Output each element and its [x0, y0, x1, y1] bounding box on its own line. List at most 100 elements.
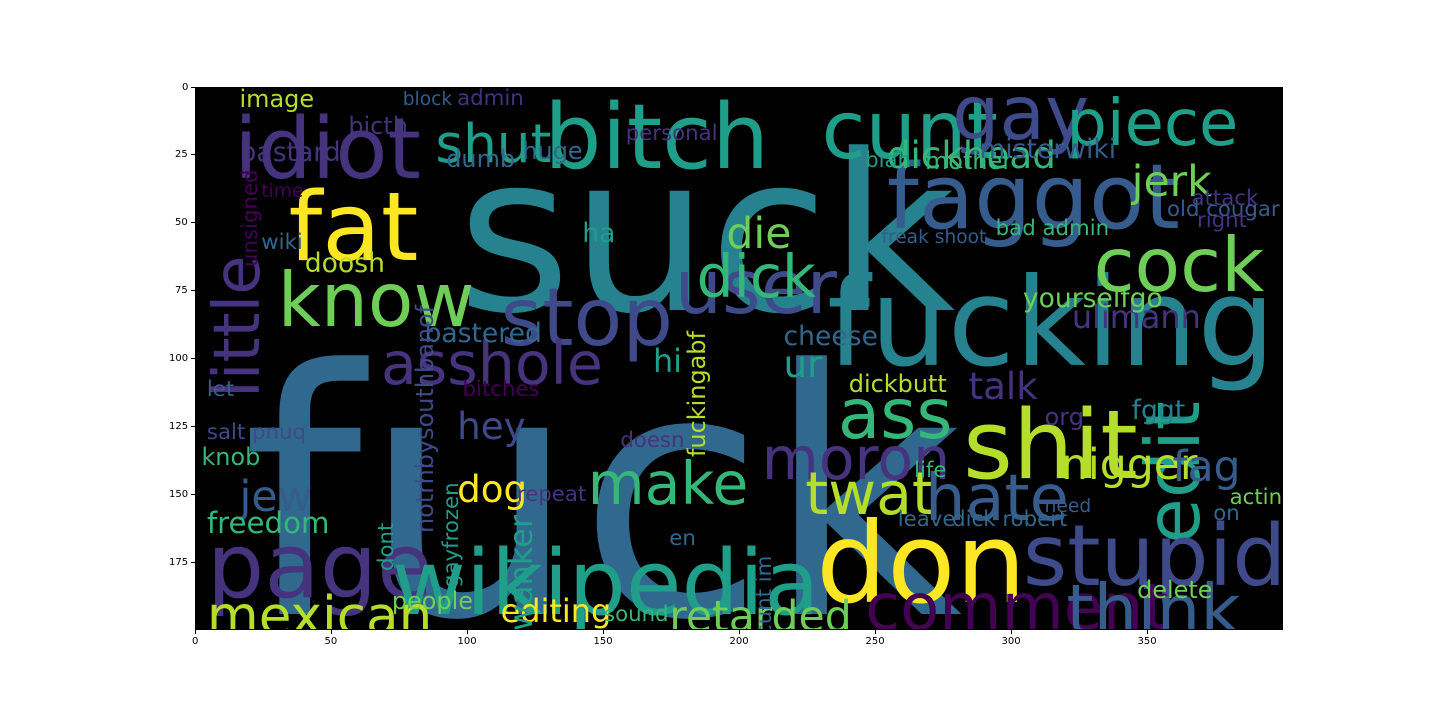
wordcloud-word: mother	[924, 147, 1013, 176]
wordcloud-word: bad admin	[995, 216, 1110, 242]
wordcloud-word: ur	[783, 341, 823, 386]
wordcloud-word: on	[1213, 501, 1240, 527]
x-tick-mark	[330, 630, 332, 634]
x-tick-label: 50	[324, 636, 338, 647]
wordcloud-word: retarded	[669, 591, 852, 630]
wordcloud-word: blah	[865, 148, 912, 174]
wordcloud-word: cheese	[783, 321, 878, 353]
wordcloud-word: dick	[696, 243, 816, 312]
wordcloud-word: old cougar	[1167, 197, 1280, 223]
wordcloud-word: dickbutt	[848, 370, 947, 399]
wordcloud-word: people	[391, 587, 473, 616]
y-tick-label: 150	[169, 488, 189, 500]
wordcloud-word: doesn	[620, 428, 685, 454]
x-tick-label: 300	[1001, 636, 1021, 647]
wordcloud-word: think	[1066, 570, 1241, 630]
wordcloud-word: acting	[1229, 485, 1283, 511]
wordcloud-word: bicth	[348, 112, 408, 141]
wordcloud-word: org	[1044, 402, 1084, 431]
y-tick-label: 125	[169, 420, 189, 432]
wordcloud-word: sound	[604, 601, 669, 627]
y-tick-label: 100	[169, 353, 189, 364]
wordcloud-word: die	[726, 208, 792, 259]
wordcloud-word: block	[402, 88, 453, 110]
x-tick-label: 0	[192, 636, 199, 647]
wordcloud-word: faggot	[886, 145, 1180, 251]
wordcloud-word: admin	[457, 87, 524, 111]
wordcloud-word: huge	[522, 136, 583, 165]
x-tick-label: 250	[865, 636, 885, 647]
wordcloud-word: moron	[761, 425, 951, 494]
wordcloud-word: let	[206, 376, 235, 402]
y-tick-mark	[191, 358, 195, 359]
wordcloud-word: shut	[435, 112, 552, 175]
wordcloud-word: comment	[865, 570, 1169, 630]
wordcloud-word: jerk	[1131, 157, 1212, 208]
wordcloud-word: bastered	[424, 318, 542, 350]
wordcloud-word: doosh	[304, 247, 385, 279]
wordcloud-word: fuckingabf	[682, 331, 711, 458]
wordcloud-word: notrhbysouthbanof	[410, 305, 439, 534]
y-tick-label: 25	[175, 149, 188, 161]
x-tick-mark	[1146, 630, 1148, 634]
wordcloud-word: dick robert	[952, 506, 1068, 532]
wordcloud-word: cunt	[821, 87, 998, 177]
wordcloud-word: asshole	[380, 330, 603, 399]
y-tick-mark	[191, 86, 195, 88]
wordcloud-word: delete	[1137, 576, 1213, 605]
wordcloud-word: hate	[924, 462, 1069, 537]
wordcloud-word: dumb	[446, 144, 516, 173]
wordcloud-word: gayfrozen	[438, 481, 464, 588]
wordcloud-image: fuck suck fucking bitch faggot cunt gay idiot fa…	[195, 87, 1283, 630]
wordcloud-word: dickhead	[886, 132, 1056, 177]
wordcloud-word: ha	[582, 218, 616, 250]
x-tick-label: 350	[1137, 636, 1157, 647]
wordcloud-word: gay	[952, 87, 1090, 158]
y-tick-mark	[191, 290, 195, 292]
wordcloud-word: fat	[288, 171, 419, 284]
wordcloud-word: unsigned	[237, 169, 263, 268]
wordcloud-word: cock	[1093, 222, 1265, 310]
x-tick-label: 100	[457, 636, 477, 647]
wordcloud-word: stupid	[1022, 507, 1283, 607]
wordcloud-word: piece	[1066, 87, 1239, 162]
y-tick-mark	[191, 425, 195, 427]
wordcloud-word: make	[587, 449, 749, 518]
wordcloud-word: user	[674, 243, 838, 331]
wordcloud-word: hi	[652, 341, 683, 380]
wordcloud-word: need	[1044, 495, 1092, 517]
wordcloud-word: repeat	[516, 482, 587, 508]
wordcloud-word: cunt im	[751, 556, 777, 630]
wordcloud-word: nigger	[1060, 439, 1198, 490]
wordcloud-word: fuck	[242, 298, 963, 630]
wordcloud-word: leave	[897, 506, 956, 532]
y-tick-mark	[191, 222, 195, 224]
wordcloud-word: dog	[457, 466, 528, 511]
wordcloud-word: mexican	[206, 585, 433, 630]
wordcloud-word: idiot	[234, 100, 421, 199]
x-tick-label: 200	[729, 636, 749, 647]
wordcloud-word: fag	[1172, 442, 1241, 493]
x-tick-mark	[466, 630, 468, 634]
wordcloud-word: bitch	[544, 87, 770, 191]
y-tick-label: 175	[169, 556, 189, 568]
wordcloud-word: salt pnuq	[206, 419, 306, 445]
wordcloud-word: know	[277, 257, 475, 345]
x-tick-mark	[602, 630, 604, 634]
wordcloud-word: life	[914, 457, 947, 483]
wordcloud-word: fggt	[1131, 394, 1186, 426]
y-tick-mark	[191, 561, 195, 563]
wordcloud-word: jew	[239, 472, 313, 523]
wordcloud-word: misterwiki	[979, 133, 1117, 165]
wordcloud-word: ulimann	[1071, 298, 1201, 337]
wordcloud-word: wikipedia	[391, 530, 820, 630]
y-tick-mark	[191, 493, 195, 495]
wordcloud-word: yourselfgo	[1022, 283, 1163, 315]
wordcloud-word: wiki	[261, 229, 303, 255]
wordcloud-word: editing	[500, 591, 612, 630]
wordcloud-word: knob	[201, 443, 261, 472]
y-tick-label: 75	[175, 285, 188, 297]
wordcloud-word: dont	[373, 522, 399, 572]
x-tick-label: 150	[593, 636, 613, 647]
